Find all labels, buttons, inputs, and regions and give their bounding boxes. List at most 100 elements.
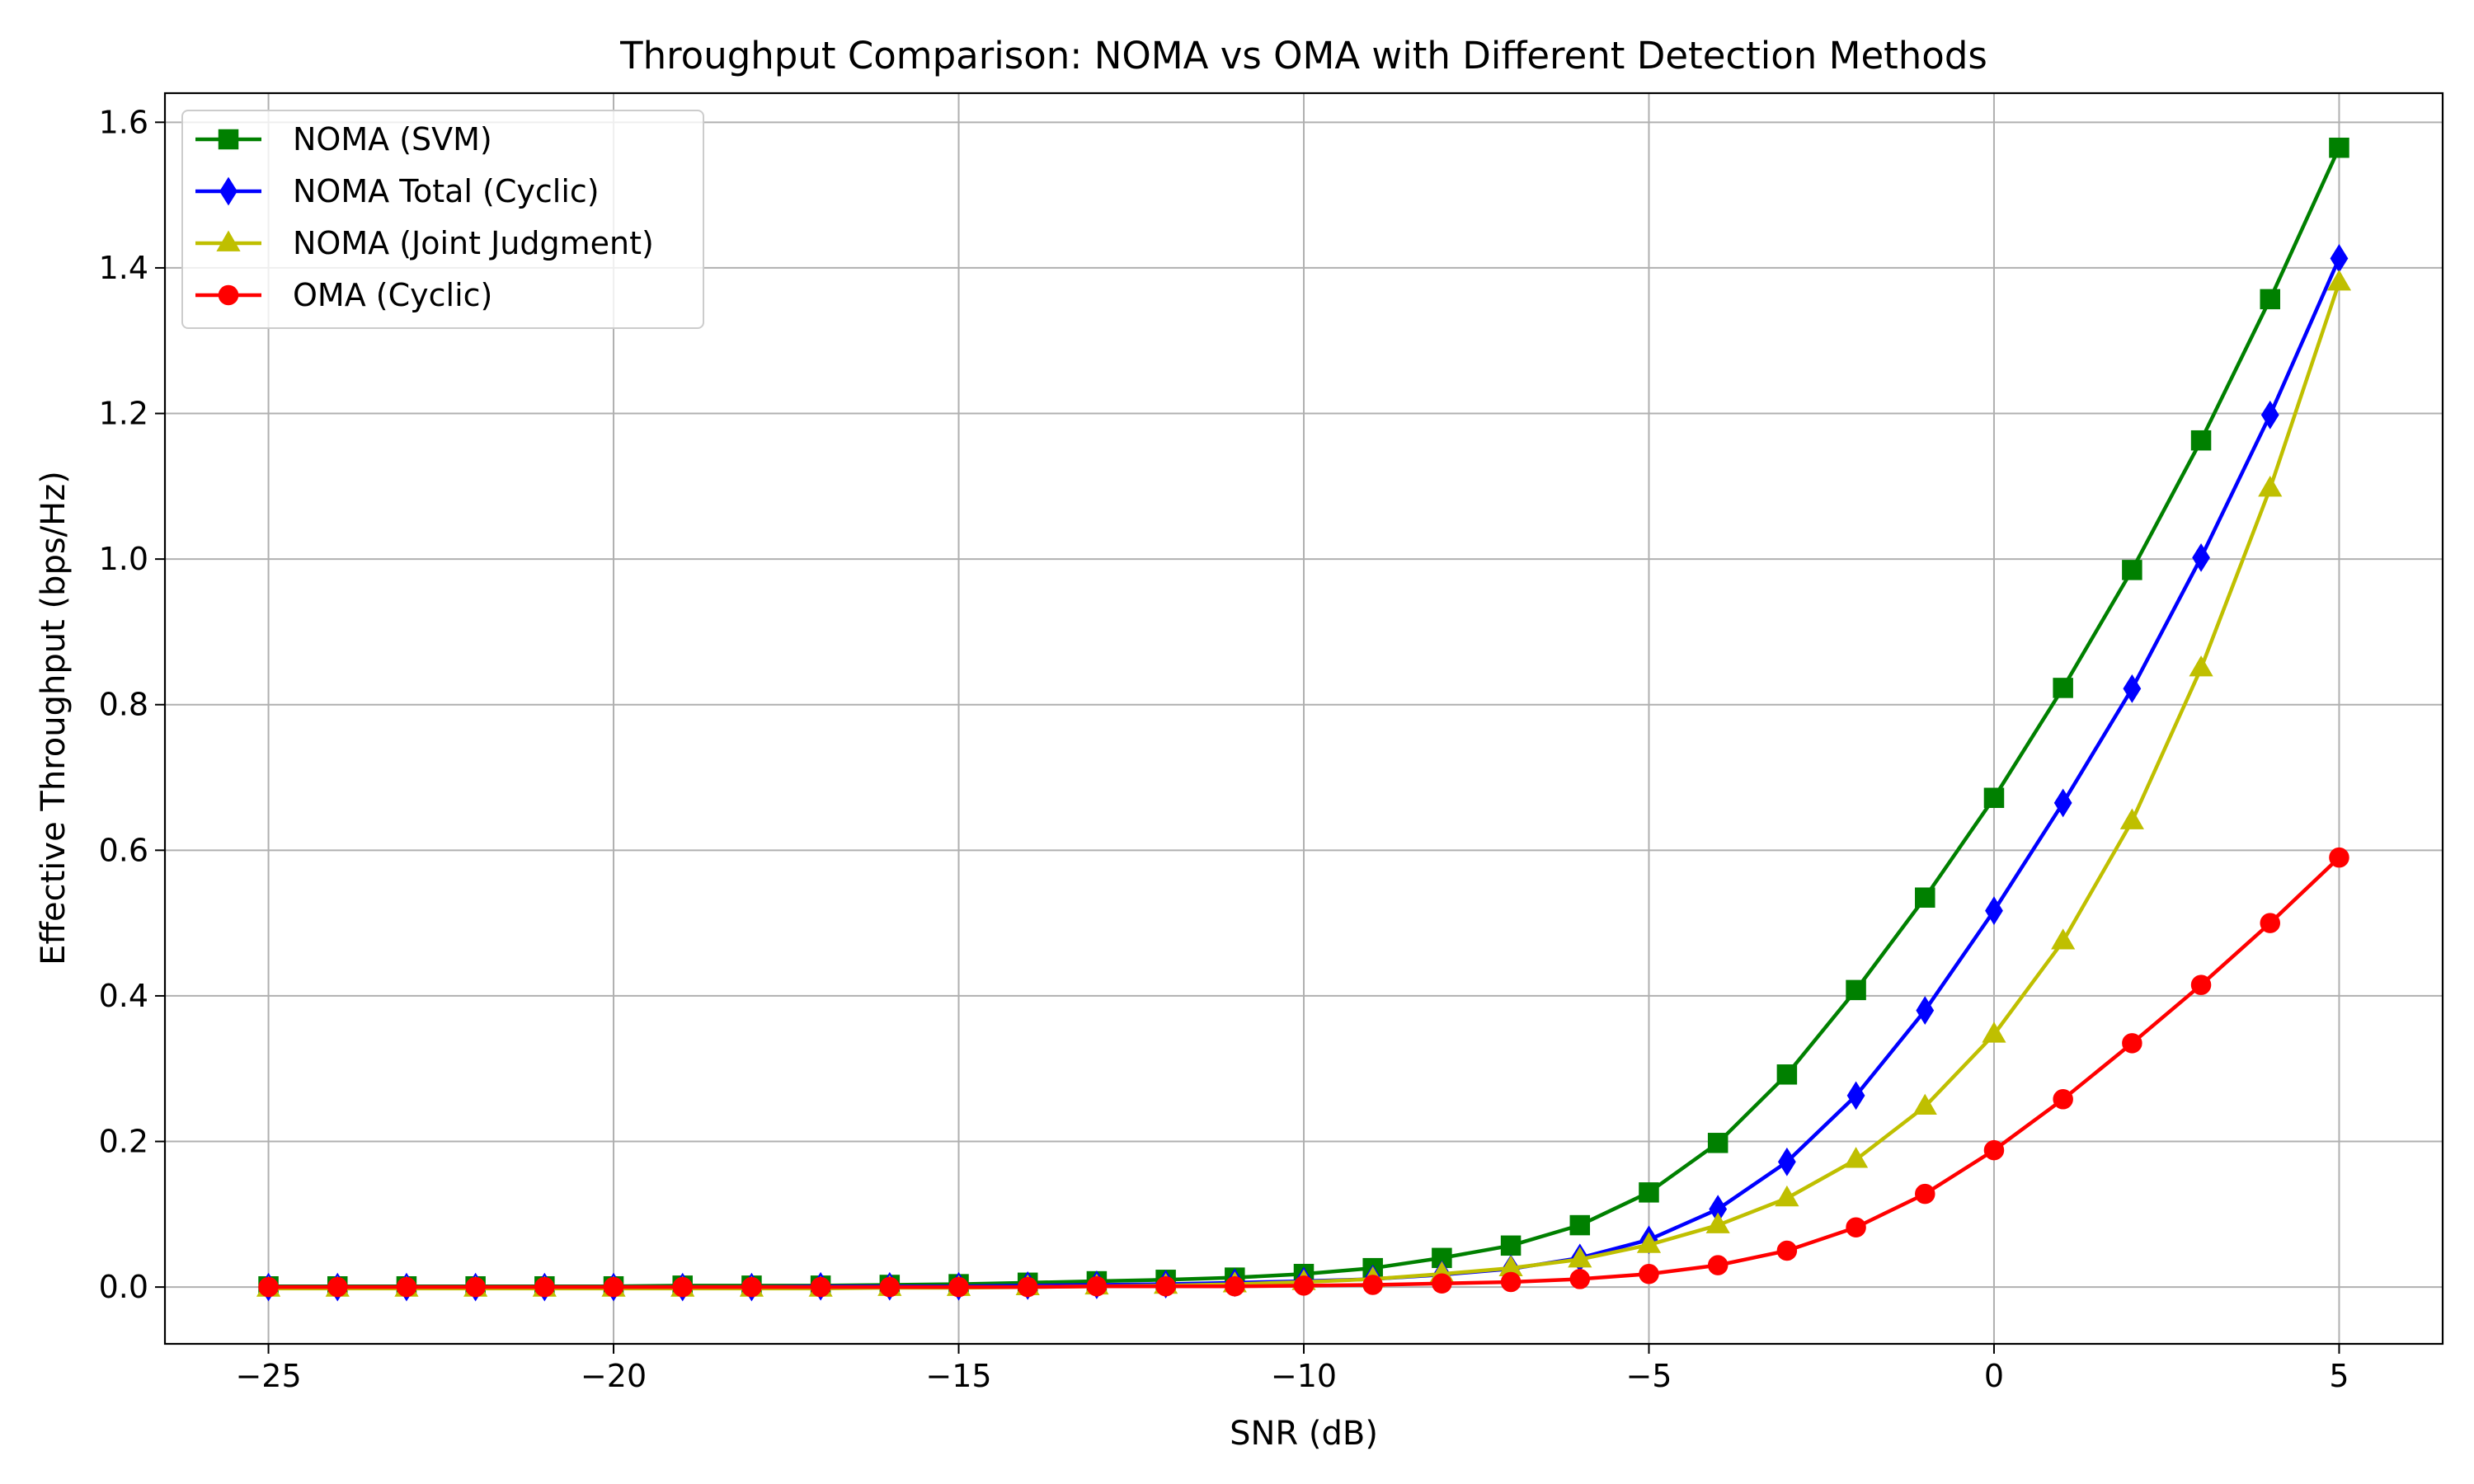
data-point [1846, 979, 1866, 1001]
series-oma-cyclic [258, 847, 2349, 1298]
x-tick-label: 0 [1984, 1358, 2004, 1394]
x-tick-label: −10 [1271, 1358, 1337, 1394]
legend-item: NOMA Total (Cyclic) [195, 173, 600, 209]
legend-item: OMA (Cyclic) [195, 277, 492, 313]
legend-item: NOMA (Joint Judgment) [195, 225, 654, 261]
data-point [1705, 1212, 1730, 1233]
data-point [672, 1276, 693, 1298]
data-point [1843, 1147, 1869, 1168]
data-point [1846, 1081, 1865, 1111]
data-point [258, 1276, 279, 1298]
data-point [534, 1276, 555, 1298]
data-point [2190, 430, 2212, 451]
data-point [1775, 1185, 1799, 1207]
data-point [810, 1276, 831, 1298]
y-axis-label: Effective Throughput (bps/Hz) [35, 471, 73, 965]
x-tick-label: −25 [235, 1358, 301, 1394]
legend-label: OMA (Cyclic) [293, 277, 492, 313]
y-tick-label: 0.0 [99, 1269, 148, 1305]
y-tick-label: 1.4 [99, 250, 148, 286]
data-point [1916, 996, 1935, 1025]
legend-label: NOMA Total (Cyclic) [293, 173, 600, 209]
data-point [1293, 1275, 1315, 1296]
data-point [2258, 475, 2283, 497]
data-point [1912, 1093, 1937, 1115]
legend-label: NOMA (Joint Judgment) [293, 225, 654, 261]
data-point [1915, 887, 1935, 908]
data-point [2260, 913, 2281, 933]
data-point [2123, 674, 2142, 703]
data-point [741, 1276, 762, 1298]
legend-label: NOMA (SVM) [293, 121, 492, 157]
y-tick-label: 0.4 [99, 978, 148, 1014]
y-tick-label: 0.2 [99, 1124, 148, 1160]
data-point [327, 1276, 348, 1298]
legend-box [181, 110, 704, 329]
y-tick-label: 0.8 [99, 687, 148, 723]
x-tick-label: −5 [1625, 1358, 1672, 1394]
data-point [2051, 928, 2076, 950]
data-point [1432, 1273, 1452, 1294]
data-point [465, 1276, 486, 1298]
axis-ticks: −25 −20 −15 −10 −5 0 5 0.0 0.2 0.4 0.6 0.8 1.0 1.2 1.4… [99, 104, 2349, 1394]
data-point [2326, 270, 2352, 291]
data-point [1846, 1217, 1866, 1237]
data-point [2119, 808, 2144, 829]
data-point [1569, 1214, 1591, 1236]
data-point [2053, 1089, 2073, 1110]
data-point [1155, 1275, 1176, 1297]
data-point [1776, 1240, 1798, 1261]
data-point [2122, 1033, 2142, 1054]
x-tick-label: −15 [925, 1358, 991, 1394]
x-axis-label: SNR (dB) [1230, 1415, 1378, 1453]
data-point [948, 1276, 969, 1298]
data-point [1636, 1232, 1662, 1253]
data-point [2053, 678, 2073, 698]
legend-marker [219, 176, 238, 206]
y-tick-label: 1.6 [99, 104, 148, 140]
data-point [1985, 896, 2003, 926]
data-point [1569, 1269, 1591, 1289]
data-point [396, 1276, 417, 1298]
chart-title: Throughput Comparison: NOMA vs OMA with … [619, 34, 1987, 77]
data-point [2053, 788, 2072, 818]
data-point [1982, 1021, 2006, 1043]
legend-item: NOMA (SVM) [195, 121, 492, 157]
x-tick-label: −20 [581, 1358, 647, 1394]
data-point [1500, 1271, 1522, 1293]
legend-marker [218, 284, 239, 306]
y-tick-label: 1.0 [99, 541, 148, 577]
data-point [603, 1276, 624, 1298]
data-point [1086, 1275, 1108, 1297]
data-point [2192, 542, 2210, 572]
x-tick-label: 5 [2329, 1358, 2349, 1394]
data-point [1500, 1235, 1522, 1256]
data-point [1777, 1147, 1796, 1176]
data-point [2329, 137, 2349, 158]
data-point [1362, 1275, 1383, 1295]
y-tick-label: 0.6 [99, 832, 148, 868]
legend-marker [218, 129, 239, 150]
data-point [2122, 560, 2142, 580]
legend: NOMA (SVM) NOMA Total (Cyclic) NOMA (Joint… [181, 110, 704, 329]
data-point [2260, 289, 2281, 310]
data-point [1639, 1182, 1659, 1203]
series-group [256, 137, 2352, 1302]
data-point [1915, 1183, 1935, 1205]
data-point [1017, 1276, 1038, 1298]
y-tick-label: 1.2 [99, 396, 148, 432]
data-point [1568, 1247, 1592, 1268]
data-point [2189, 655, 2213, 677]
data-point [1983, 1139, 2005, 1161]
data-point [1983, 787, 2005, 808]
data-point [1776, 1064, 1798, 1085]
data-point [1225, 1275, 1245, 1297]
data-point [2190, 974, 2212, 995]
data-point [879, 1276, 901, 1298]
data-point [1639, 1263, 1659, 1284]
data-point [1707, 1133, 1729, 1153]
data-point [2329, 847, 2349, 868]
data-point [1707, 1255, 1729, 1275]
legend-marker [216, 230, 241, 251]
